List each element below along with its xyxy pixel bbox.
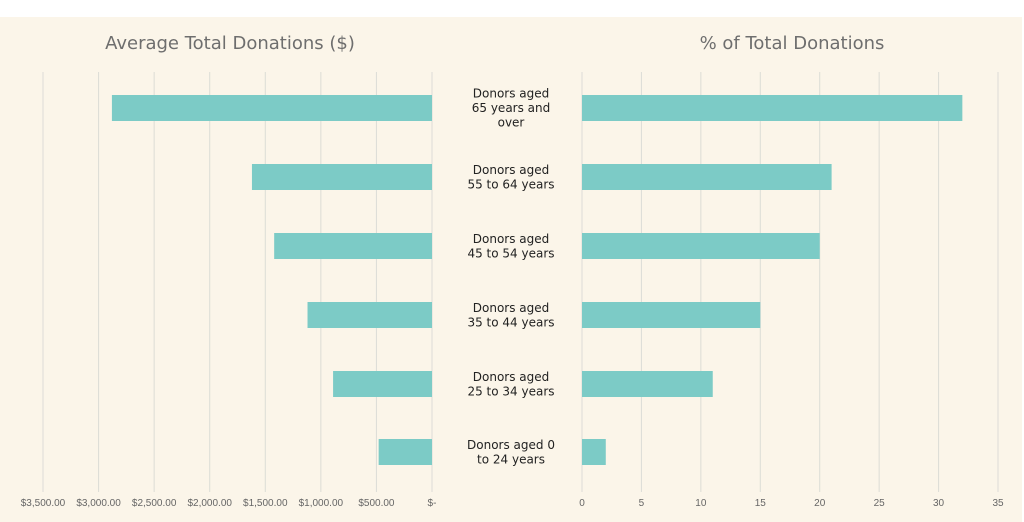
right-x-tick-label: 0 [579, 498, 585, 509]
left-bar [307, 302, 432, 328]
right-x-tick-label: 15 [755, 498, 767, 509]
category-label: to 24 years [477, 452, 545, 466]
category-label: 35 to 44 years [467, 315, 554, 329]
right-bar [582, 164, 832, 190]
category-label: Donors aged [473, 301, 550, 315]
left-x-tick-label: $1,000.00 [299, 498, 344, 509]
left-x-tick-label: $500.00 [358, 498, 395, 509]
right-x-tick-label: 20 [814, 498, 826, 509]
right-chart-title: % of Total Donations [700, 33, 885, 54]
left-bar [111, 95, 432, 121]
right-x-tick-label: 10 [695, 498, 707, 509]
category-label: Donors aged [473, 232, 550, 246]
right-bar [582, 233, 820, 259]
right-x-tick-label: 25 [874, 498, 886, 509]
category-label: 25 to 34 years [467, 384, 554, 398]
right-bar [582, 371, 713, 397]
left-bar [274, 233, 432, 259]
category-label: 65 years and [472, 101, 551, 115]
category-label: 55 to 64 years [467, 177, 554, 191]
category-label: over [498, 116, 525, 130]
left-x-tick-label: $2,500.00 [132, 498, 177, 509]
right-x-axis-ticks: 0 5 10 15 20 25 30 35 [579, 498, 1004, 509]
left-gridlines [42, 72, 433, 492]
right-bar [582, 302, 761, 328]
left-x-tick-label: $- [428, 498, 437, 509]
right-bar [582, 95, 963, 121]
left-x-tick-label: $2,000.00 [187, 498, 232, 509]
right-bars [582, 95, 963, 465]
right-x-tick-label: 5 [639, 498, 645, 509]
category-label: Donors aged [473, 87, 550, 101]
left-bars [111, 95, 432, 465]
left-bar [251, 164, 432, 190]
left-bar [333, 371, 432, 397]
left-x-tick-label: $3,000.00 [76, 498, 121, 509]
right-x-tick-label: 35 [992, 498, 1004, 509]
category-label: Donors aged 0 [467, 438, 555, 452]
category-label: Donors aged [473, 163, 550, 177]
left-x-tick-label: $1,500.00 [243, 498, 288, 509]
left-chart-title: Average Total Donations ($) [105, 33, 355, 54]
left-x-axis-ticks: $3,500.00 $3,000.00 $2,500.00 $2,000.00 $1,5… [21, 498, 437, 509]
right-bar [582, 439, 606, 465]
right-x-tick-label: 30 [933, 498, 945, 509]
left-x-tick-label: $3,500.00 [21, 498, 66, 509]
right-gridlines [581, 72, 999, 492]
category-label: 45 to 54 years [467, 246, 554, 260]
category-label: Donors aged [473, 370, 550, 384]
left-bar [378, 439, 432, 465]
